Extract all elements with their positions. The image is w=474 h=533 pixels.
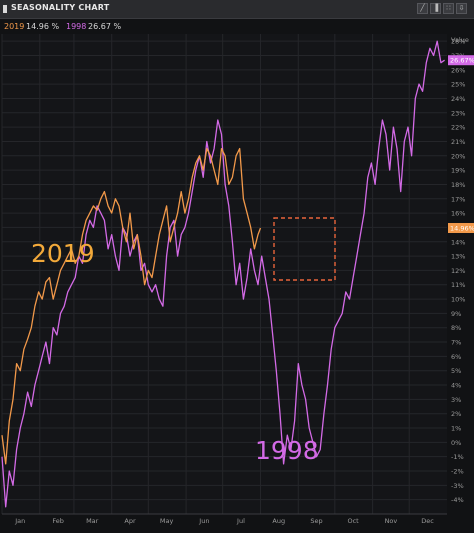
y-tick-label: 22% bbox=[451, 124, 465, 132]
y-tick-label: 20% bbox=[451, 152, 465, 160]
last-value-text-2019: 14.96% bbox=[450, 225, 474, 233]
legend-value-2019: 14.96 % bbox=[26, 22, 60, 31]
bar-chart-icon[interactable]: ▐ bbox=[430, 3, 441, 14]
y-tick-label: 5% bbox=[451, 367, 461, 375]
y-tick-label: 9% bbox=[451, 310, 461, 318]
series-line-2019 bbox=[1, 147, 262, 465]
y-tick-label: -3% bbox=[451, 482, 464, 490]
line-chart-icon[interactable]: ╱ bbox=[417, 3, 428, 14]
last-value-text-1998: 26.67% bbox=[450, 57, 474, 65]
y-tick-label: 14% bbox=[451, 238, 465, 246]
y-tick-label: 11% bbox=[451, 281, 465, 289]
y-tick-label: 6% bbox=[451, 353, 461, 361]
x-tick-label: Jan bbox=[14, 517, 25, 525]
title-bar: SEASONALITY CHART ╱ ▐ ∷ ⇩ bbox=[0, 0, 474, 19]
y-tick-label: 23% bbox=[451, 109, 465, 117]
x-tick-label: Mar bbox=[86, 517, 99, 525]
x-tick-label: Oct bbox=[347, 517, 359, 525]
window-title: SEASONALITY CHART bbox=[11, 3, 110, 12]
legend-year-1998: 1998 bbox=[66, 22, 87, 31]
y-tick-label: 13% bbox=[451, 253, 465, 261]
x-tick-label: May bbox=[160, 517, 174, 525]
y-tick-label: 8% bbox=[451, 324, 461, 332]
y-tick-label: 21% bbox=[451, 138, 465, 146]
y-tick-label: -4% bbox=[451, 496, 464, 504]
y-tick-label: -2% bbox=[451, 468, 464, 476]
y-tick-label: 28% bbox=[451, 38, 465, 46]
y-tick-label: -1% bbox=[451, 453, 464, 461]
last-value-badge-2019 bbox=[448, 223, 474, 234]
y-tick-label: 16% bbox=[451, 210, 465, 218]
export-icon[interactable]: ⇩ bbox=[456, 3, 467, 14]
annotation-1998: 1998 bbox=[255, 436, 319, 465]
last-value-labels: 14.96% 26.67% bbox=[448, 55, 474, 234]
chart-window-icon bbox=[3, 5, 7, 13]
y-tick-label: 3% bbox=[451, 396, 461, 404]
scatter-icon[interactable]: ∷ bbox=[443, 3, 454, 14]
x-tick-label: Aug bbox=[272, 517, 285, 525]
y-axis: -4% -3% -2% -1% 0% 1% 2% 3% 4% 5% 6% 7% 8% 9% 10% 11% 12… bbox=[451, 36, 469, 504]
series-lines bbox=[1, 40, 445, 508]
y-tick-label: 26% bbox=[451, 66, 465, 74]
y-tick-label: 19% bbox=[451, 167, 465, 175]
y-tick-label: 7% bbox=[451, 339, 461, 347]
legend: 2019 14.96 % 1998 26.67 % bbox=[0, 19, 474, 34]
y-tick-label: 1% bbox=[451, 425, 461, 433]
y-tick-label: 2% bbox=[451, 410, 461, 418]
y-tick-label: 0% bbox=[451, 439, 461, 447]
y-tick-label: 24% bbox=[451, 95, 465, 103]
series-line-1998 bbox=[1, 40, 445, 508]
y-tick-label: 4% bbox=[451, 382, 461, 390]
legend-value-1998: 26.67 % bbox=[88, 22, 122, 31]
legend-year-2019: 2019 bbox=[4, 22, 25, 31]
y-tick-label: 10% bbox=[451, 296, 465, 304]
y-tick-label: 18% bbox=[451, 181, 465, 189]
x-tick-label: Nov bbox=[385, 517, 398, 525]
last-value-badge-1998 bbox=[448, 55, 474, 66]
x-tick-label: Jun bbox=[198, 517, 209, 525]
x-tick-label: Feb bbox=[52, 517, 64, 525]
x-tick-label: Jul bbox=[236, 517, 245, 525]
y-tick-label: 17% bbox=[451, 195, 465, 203]
x-axis: Jan Feb Mar Apr May Jun Jul Aug Sep Oct Nov Dec bbox=[2, 513, 447, 525]
x-tick-label: Sep bbox=[310, 517, 322, 525]
y-axis-label: Value bbox=[451, 36, 469, 44]
x-tick-label: Dec bbox=[421, 517, 434, 525]
annotation-2019: 2019 bbox=[31, 239, 95, 268]
y-tick-label: 12% bbox=[451, 267, 465, 275]
x-tick-label: Apr bbox=[124, 517, 136, 525]
y-tick-label: 25% bbox=[451, 81, 465, 89]
highlight-box bbox=[273, 217, 336, 281]
